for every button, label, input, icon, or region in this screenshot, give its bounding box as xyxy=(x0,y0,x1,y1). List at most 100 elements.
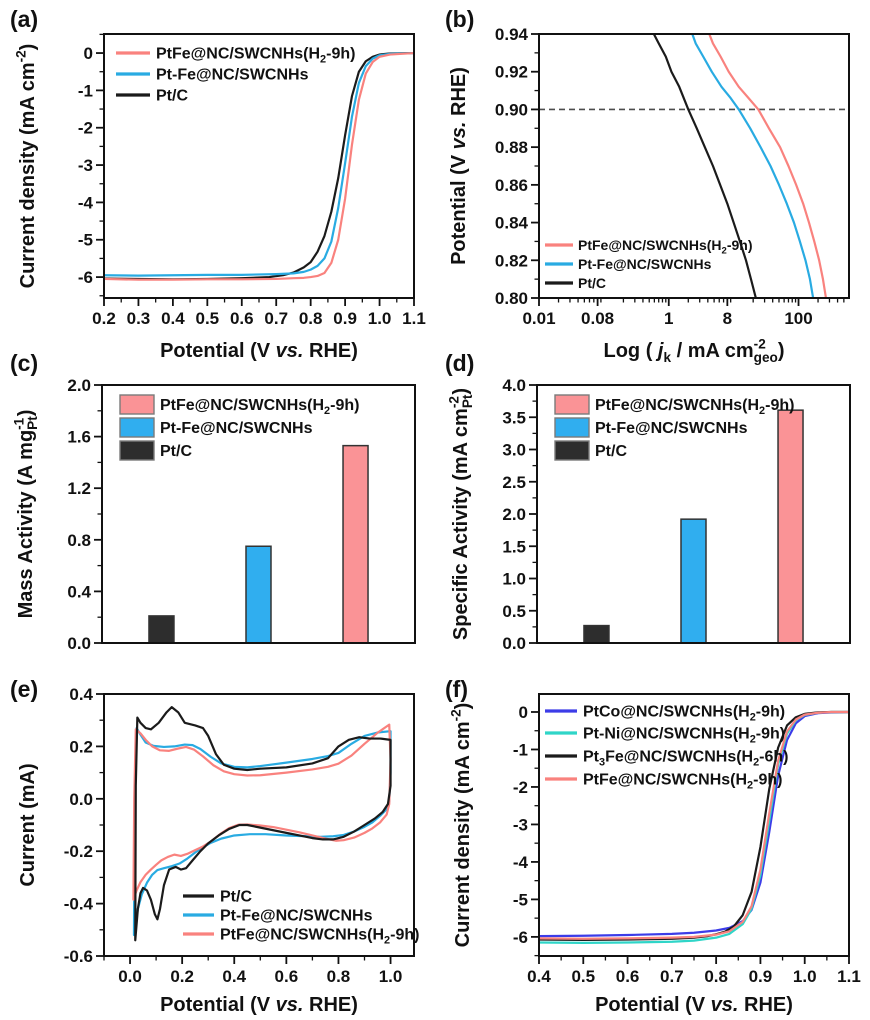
series-ptfe-nc-swcnhs-h-2-9h xyxy=(708,34,828,298)
y-axis-title: Specific Activity (mA cm-2Pt) xyxy=(447,388,475,640)
plot-frame xyxy=(101,384,416,644)
bar-ptfe-nc-swcnhs-h-2-9h xyxy=(777,409,804,644)
y-tick-label: 0.90 xyxy=(495,100,528,119)
legend-label: Pt-Fe@NC/SWCNHs xyxy=(160,420,313,437)
panel-label-b: (b) xyxy=(445,6,475,32)
y-tick-label: 0.0 xyxy=(69,790,93,809)
legend-swatch-pt-c xyxy=(119,440,155,461)
panel-c-chart: 0.00.40.81.21.62.0 PtFe@NC/SWCNHs(H2-9h) P… xyxy=(12,376,416,653)
series-group xyxy=(652,34,828,298)
legend-swatch-ptfe-nc-swcnhs-h-2-9h xyxy=(119,394,155,415)
bar-pt-fe-nc-swcnhs xyxy=(245,545,272,644)
y-tick-label: -1 xyxy=(513,740,528,759)
y-tick-label: 2.0 xyxy=(502,505,526,524)
x-axis: 0.0 0.2 0.4 0.6 0.8 1.0 xyxy=(103,956,402,986)
x-tick-label: 1.1 xyxy=(402,309,426,328)
panel-f-chart: 0.4 0.5 0.6 0.7 0.8 0.9 1.0 1.1 0 -1 -2 -3 -4 -5 -6 PtC… xyxy=(449,693,861,1016)
panel-label-a: (a) xyxy=(10,6,39,32)
x-axis-title: Potential (V vs. RHE) xyxy=(595,994,793,1016)
series-group xyxy=(132,706,392,942)
y-tick-label: 0.88 xyxy=(495,138,528,157)
y-tick-label: 0.8 xyxy=(67,531,91,550)
y-axis-title: Current density (mA cm-2) xyxy=(14,44,39,289)
legend-label: PtFe@NC/SWCNHs(H2-9h) xyxy=(160,397,359,417)
bar-pt-c xyxy=(583,624,610,644)
legend-label: Pt/C xyxy=(220,889,252,906)
y-tick-label: 0.0 xyxy=(502,634,526,653)
legend-label: PtFe@NC/SWCNHs(H2-9h) xyxy=(578,237,753,256)
y-tick-label: 0.2 xyxy=(69,737,93,756)
legend-label: PtFe@NC/SWCNHs(H2-9h) xyxy=(156,46,355,66)
y-tick-label: 0.82 xyxy=(495,251,528,270)
y-tick-label: -0.4 xyxy=(64,895,94,914)
x-tick-label: 1.0 xyxy=(793,967,817,986)
y-axis: 0.0 0.5 1.0 1.5 2.0 2.5 3.0 3.5 4.0 xyxy=(502,376,537,653)
series-pt-fe-nc-swcnhs xyxy=(132,726,392,937)
y-tick-label: 0.4 xyxy=(69,685,93,704)
legend-label: Pt/C xyxy=(595,443,627,460)
y-axis: 0.0 0.4 0.8 1.2 1.6 2.0 xyxy=(67,376,102,653)
legend-label: Pt-Fe@NC/SWCNHs xyxy=(595,420,748,437)
y-tick-label: 1.5 xyxy=(502,537,526,556)
y-tick-label: -3 xyxy=(513,815,528,834)
legend-label: PtFe@NC/SWCNHs(H2-9h) xyxy=(220,927,419,947)
legend-label: PtCo@NC/SWCNHs(H2-9h) xyxy=(583,704,785,724)
series-ptfe-nc-swcnhs-h-2-9h xyxy=(132,723,392,901)
y-tick-label: -6 xyxy=(513,928,528,947)
legend-label: PtFe@NC/SWCNHs(H2-9h) xyxy=(595,397,794,417)
series-ptfe-nc-swcnhs-h-2-9h xyxy=(539,710,849,940)
panel-a-chart: 0.2 0.3 0.4 0.5 0.6 0.7 0.8 0.9 1.0 1.1 0 -1 -2 -3 -4 -… xyxy=(14,33,426,362)
bar-ptfe-nc-swcnhs-h-2-9h xyxy=(342,444,369,644)
series-pt-c xyxy=(652,34,757,298)
legend: PtFe@NC/SWCNHs(H2-9h) Pt-Fe@NC/SWCNHs Pt/C xyxy=(554,394,794,461)
legend-label: Pt/C xyxy=(578,275,606,291)
plot-area xyxy=(104,34,414,298)
y-axis-title: Current (mA) xyxy=(17,763,39,886)
x-tick-label: 1 xyxy=(664,309,673,328)
x-tick-label: 0.8 xyxy=(327,967,351,986)
bar-pt-c xyxy=(148,615,175,644)
plot-frame xyxy=(538,693,850,957)
y-tick-label: -3 xyxy=(78,156,93,175)
legend-swatch-ptfe-nc-swcnhs-h-2-9h xyxy=(554,394,590,415)
legend-label: Pt-Fe@NC/SWCNHs xyxy=(220,908,373,925)
y-tick-label: 2.5 xyxy=(502,473,526,492)
y-tick-label: 0 xyxy=(519,703,528,722)
plot-frame xyxy=(103,33,415,299)
plot-frame xyxy=(536,384,851,644)
bars xyxy=(583,409,804,644)
y-tick-label: -6 xyxy=(78,268,93,287)
y-tick-label: -1 xyxy=(78,81,93,100)
y-tick-label: -5 xyxy=(78,231,93,250)
y-tick-label: 3.0 xyxy=(502,441,526,460)
y-tick-label: 1.6 xyxy=(67,428,91,447)
x-axis-title: Log ( jk / mA cm-2 geo) xyxy=(603,337,784,365)
plot-area xyxy=(539,694,849,956)
y-tick-label: 1.0 xyxy=(502,570,526,589)
series-pt-c xyxy=(134,706,392,942)
x-axis-title: Potential (V vs. RHE) xyxy=(160,994,358,1016)
x-tick-label: 0.2 xyxy=(170,967,194,986)
panel-b-chart: 0.01 0.08 1 8 100 0.94 0.92 0.90 0.88 0.86 0.84 0.8… xyxy=(448,25,850,365)
series-pt-fe-nc-swcnhs xyxy=(691,34,815,298)
x-tick-label: 0.4 xyxy=(222,967,246,986)
x-tick-label: 0.3 xyxy=(127,309,151,328)
x-tick-label: 8 xyxy=(723,309,732,328)
x-tick-label: 0.8 xyxy=(704,967,728,986)
x-tick-label: 0.08 xyxy=(581,309,614,328)
x-axis: 0.2 0.3 0.4 0.5 0.6 0.7 0.8 0.9 1.0 1.1 xyxy=(92,298,426,328)
y-tick-label: 4.0 xyxy=(502,376,526,395)
plot-frame xyxy=(103,693,415,957)
series-group xyxy=(104,51,414,281)
y-tick-label: 0.84 xyxy=(495,214,529,233)
y-tick-label: -2 xyxy=(78,119,93,138)
legend-label: Pt-Fe@NC/SWCNHs xyxy=(156,67,309,84)
x-tick-label: 0.4 xyxy=(527,967,551,986)
y-tick-label: 0.5 xyxy=(502,602,526,621)
series-pt-fe-nc-swcnhs xyxy=(104,51,414,277)
x-tick-label: 0.9 xyxy=(749,967,773,986)
x-tick-label: 0.5 xyxy=(196,309,220,328)
